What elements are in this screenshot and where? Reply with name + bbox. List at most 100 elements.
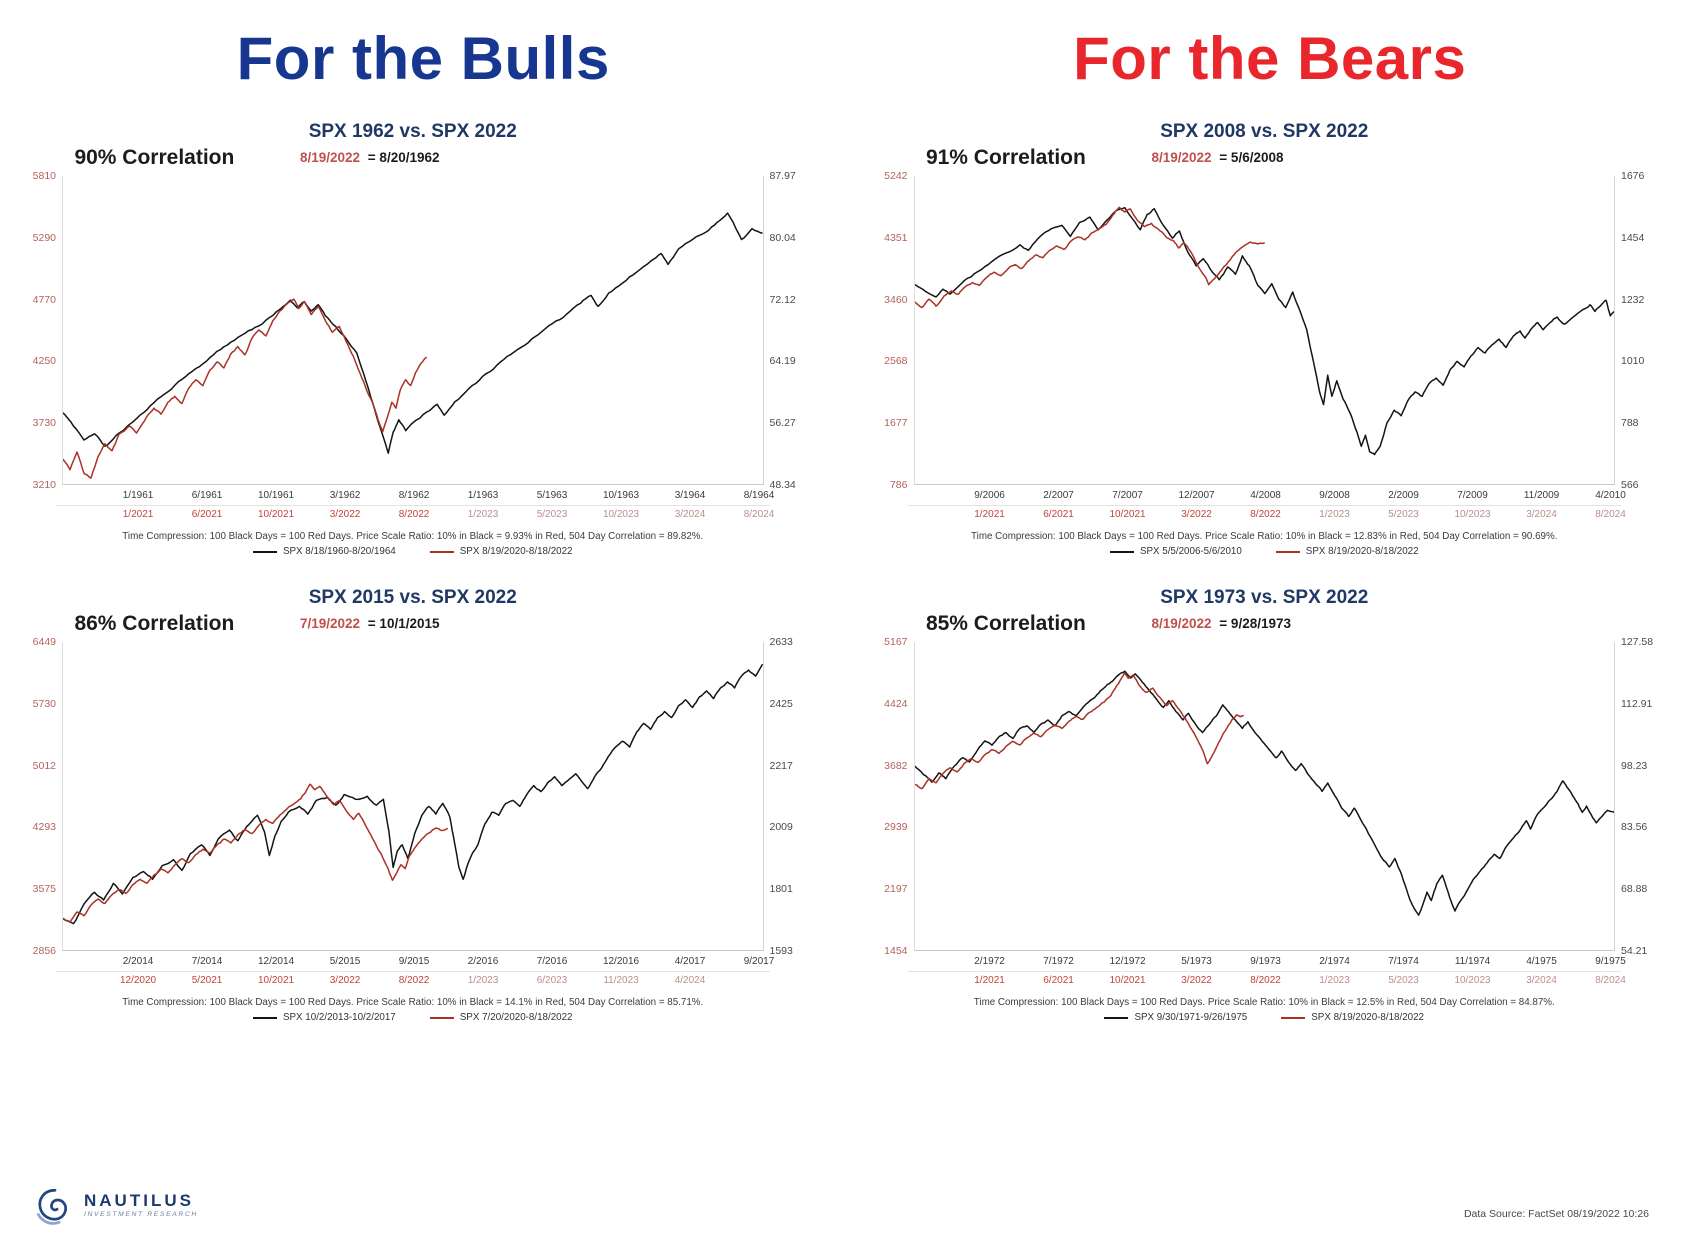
chart-subhead: 86% Correlation 7/19/2022 = 10/1/2015 <box>10 612 816 640</box>
x-black-date-label: 10/1963 <box>602 490 640 501</box>
chart-legend: SPX 5/5/2006-5/6/2010 SPX 8/19/2020-8/18/… <box>862 546 1668 557</box>
red-line-swatch <box>1281 1016 1306 1019</box>
black-series-date: = 10/1/2015 <box>367 616 440 631</box>
left-axis-label: 2939 <box>884 821 908 834</box>
left-axis-label: 3210 <box>32 478 56 491</box>
x-black-date-label: 5/1973 <box>1181 956 1212 967</box>
logo-subtitle: INVESTMENT RESEARCH <box>84 1210 198 1218</box>
x-black-date-label: 7/2016 <box>536 956 568 967</box>
black-series-line <box>63 664 763 923</box>
chart-panel-spx-2008: SPX 2008 vs. SPX 2022 91% Correlation 8/… <box>862 121 1668 557</box>
legend-label: SPX 9/30/1971-9/26/1975 <box>1134 1012 1248 1023</box>
x-red-date-label: 6/2021 <box>191 509 223 520</box>
right-y-axis: 1676 1454 1232 1010 788 566 <box>1615 171 1667 490</box>
data-source-note: Data Source: FactSet 08/19/2022 10:26 <box>1463 1208 1649 1220</box>
x-black-date-label: 4/2010 <box>1595 490 1626 501</box>
logo-name: NAUTILUS <box>84 1190 194 1210</box>
x-red-date-label: 5/2021 <box>191 975 223 986</box>
plot-area <box>62 642 764 951</box>
legend-item-black-series: SPX 5/5/2006-5/6/2010 <box>1109 546 1242 557</box>
x-black-date-label: 5/1963 <box>536 490 568 501</box>
x-black-date-label: 10/1961 <box>257 490 295 501</box>
left-axis-label: 5810 <box>32 170 56 182</box>
red-series-line <box>915 207 1265 307</box>
chart-panel-spx-1962: SPX 1962 vs. SPX 2022 90% Correlation 8/… <box>10 121 816 557</box>
legend-item-red-series: SPX 8/19/2020-8/18/2022 <box>429 546 573 557</box>
x-axis-black-dates: 2/2014 7/2014 12/2014 5/2015 9/2015 2/2016 7/2… <box>56 953 774 972</box>
left-axis-label: 4293 <box>32 821 56 834</box>
black-line-swatch <box>1109 550 1134 553</box>
bears-heading: For the Bears <box>1073 25 1467 92</box>
chart-title: SPX 1973 vs. SPX 2022 <box>1160 587 1369 608</box>
x-black-date-label: 12/2016 <box>602 956 640 967</box>
x-black-date-label: 3/1962 <box>329 490 361 501</box>
black-series-date: = 8/20/1962 <box>367 150 440 165</box>
left-y-axis: 5810 5290 4770 4250 3730 3210 <box>10 171 62 490</box>
left-axis-label: 4424 <box>884 697 908 710</box>
x-black-date-label: 3/1964 <box>674 490 706 501</box>
x-black-date-label: 5/2015 <box>329 956 361 967</box>
left-axis-label: 3575 <box>32 883 56 896</box>
x-black-date-label: 7/1974 <box>1388 956 1419 967</box>
left-axis-label: 5290 <box>32 231 56 244</box>
chart-title: SPX 1962 vs. SPX 2022 <box>308 121 517 142</box>
right-y-axis: 2633 2425 2217 2009 1801 1593 <box>764 637 816 956</box>
date-mapping: 8/19/2022 = 5/6/2008 <box>1151 150 1283 165</box>
chart-subhead: 85% Correlation 8/19/2022 = 9/28/1973 <box>862 612 1668 640</box>
right-y-axis: 127.58 112.91 98.23 83.56 68.88 54.21 <box>1615 637 1667 956</box>
chart-panel-spx-1973: SPX 1973 vs. SPX 2022 85% Correlation 8/… <box>862 587 1668 1023</box>
plot-row: 5242 4351 3460 2568 1677 786 1676 1454 1232 1010… <box>862 171 1668 490</box>
left-axis-label: 2568 <box>884 355 908 368</box>
x-red-date-label: 3/2024 <box>674 509 706 520</box>
chart-canvas <box>915 176 1615 484</box>
left-axis-label: 3682 <box>884 759 908 772</box>
date-mapping: 7/19/2022 = 10/1/2015 <box>300 616 440 631</box>
legend-label: SPX 8/19/2020-8/18/2022 <box>459 546 573 557</box>
x-red-date-label: 1/2021 <box>122 509 154 520</box>
x-axis-black-dates: 2/1972 7/1972 12/1972 5/1973 9/1973 2/1974 7/1… <box>907 953 1626 972</box>
x-black-date-label: 2/2014 <box>122 956 154 967</box>
x-red-date-label: 3/2022 <box>329 509 361 520</box>
x-red-date-label: 6/2021 <box>1043 509 1074 520</box>
black-line-swatch <box>252 550 277 553</box>
red-series-date: 8/19/2022 <box>299 150 361 165</box>
legend-label: SPX 10/2/2013-10/2/2017 <box>282 1012 396 1023</box>
compression-footnote: Time Compression: 100 Black Days = 100 R… <box>971 531 1558 542</box>
x-red-date-label: 10/2021 <box>257 975 295 986</box>
bulls-heading: For the Bulls <box>236 25 610 92</box>
right-y-axis: 87.97 80.04 72.12 64.19 56.27 48.34 <box>764 171 816 490</box>
right-axis-label: 98.23 <box>1621 759 1648 772</box>
x-black-date-label: 9/1973 <box>1250 956 1281 967</box>
right-axis-label: 1801 <box>769 883 793 896</box>
x-red-date-label: 3/2022 <box>1181 509 1212 520</box>
legend-item-black-series: SPX 9/30/1971-9/26/1975 <box>1104 1012 1247 1023</box>
x-red-date-label: 10/2023 <box>1454 509 1491 520</box>
legend-item-red-series: SPX 7/20/2020-8/18/2022 <box>429 1012 573 1023</box>
left-y-axis: 5242 4351 3460 2568 1677 786 <box>862 171 914 490</box>
x-red-date-label: 10/2021 <box>257 509 295 520</box>
x-black-date-label: 4/2017 <box>674 956 706 967</box>
right-axis-label: 788 <box>1621 417 1639 430</box>
x-red-date-label: 10/2023 <box>602 509 640 520</box>
x-axis-red-dates: 1/2021 6/2021 10/2021 3/2022 8/2022 1/2023 5/2… <box>908 506 1626 524</box>
x-black-date-label: 2/1972 <box>974 956 1005 967</box>
x-red-date-label: 3/2024 <box>1526 509 1557 520</box>
correlation-label: 91% Correlation <box>925 146 1086 169</box>
red-line-swatch <box>1275 550 1300 553</box>
x-black-date-label: 11/1974 <box>1454 956 1491 967</box>
left-axis-label: 786 <box>889 478 908 491</box>
x-red-date-label: 12/2020 <box>119 975 157 986</box>
black-line-swatch <box>1104 1016 1129 1019</box>
x-black-date-label: 9/2015 <box>398 956 430 967</box>
x-red-date-label: 8/2024 <box>1595 509 1626 520</box>
x-black-date-label: 1/1961 <box>122 490 154 501</box>
right-axis-label: 112.91 <box>1621 697 1653 710</box>
x-red-date-label: 1/2023 <box>1319 975 1350 986</box>
black-line-swatch <box>252 1016 277 1019</box>
right-axis-label: 83.56 <box>1621 821 1648 834</box>
plot-area <box>913 176 1615 485</box>
x-red-date-label: 6/2023 <box>536 975 568 986</box>
right-axis-label: 1010 <box>1621 355 1645 368</box>
x-red-date-label: 10/2023 <box>1454 975 1491 986</box>
left-axis-label: 2197 <box>884 883 908 896</box>
